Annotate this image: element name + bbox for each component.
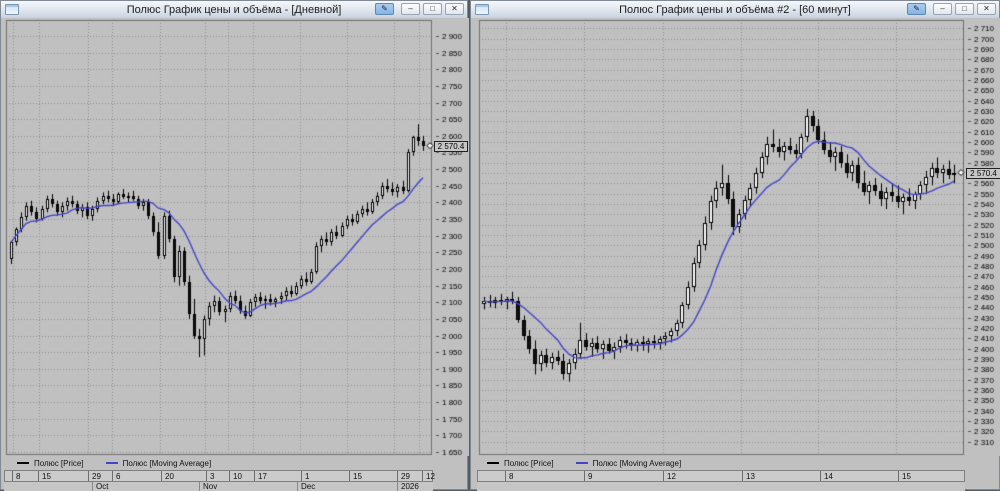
price-series-label: Полюс [Price] (34, 458, 84, 468)
x-tick (38, 471, 39, 481)
chart-area (1, 18, 469, 456)
x-axis-months (477, 482, 965, 491)
x-tick (349, 471, 350, 481)
ma-series-swatch (575, 462, 588, 464)
x-tick-label: 13 (746, 472, 755, 481)
month-tick (297, 482, 298, 491)
x-tick-label: 3 (210, 472, 215, 481)
restore-button[interactable]: □ (423, 3, 442, 15)
x-tick (206, 471, 207, 481)
chart-window-icon (475, 4, 489, 15)
x-tick (88, 471, 89, 481)
price-series-swatch (17, 462, 29, 464)
x-tick (229, 471, 230, 481)
close-icon: ✕ (451, 4, 458, 13)
x-tick-label: 12 (667, 472, 676, 481)
x-tick (112, 471, 113, 481)
x-tick (820, 471, 821, 481)
x-tick-label: 6 (116, 472, 121, 481)
x-tick (663, 471, 664, 481)
ma-series-label: Полюс [Moving Average] (122, 458, 212, 468)
x-tick (898, 471, 899, 481)
x-tick (422, 471, 423, 481)
x-tick-label: 12 (426, 472, 435, 481)
x-tick-label: 29 (92, 472, 101, 481)
x-tick (742, 471, 743, 481)
restore-icon: □ (430, 4, 435, 13)
x-tick (397, 471, 398, 481)
x-axis-days[interactable]: 8 15 29 6 20 3 10 17 1 15 29 12 (4, 470, 435, 482)
x-tick (12, 471, 13, 481)
minimize-icon: – (940, 4, 945, 13)
chart-window-icon (5, 4, 19, 15)
x-tick-label: 15 (42, 472, 51, 481)
close-button[interactable]: ✕ (977, 3, 996, 15)
ma-series-swatch (105, 462, 118, 464)
month-tick (199, 482, 200, 491)
price-chart-canvas[interactable] (1, 18, 469, 456)
legend: Полюс [Price] Полюс [Moving Average] (1, 456, 467, 470)
restore-icon: □ (962, 4, 967, 13)
x-tick (254, 471, 255, 481)
x-tick-label: 10 (233, 472, 242, 481)
month-label: 2026 (401, 482, 419, 491)
x-tick-label: 8 (16, 472, 21, 481)
minimize-button[interactable]: – (401, 3, 420, 15)
price-chart-canvas[interactable] (471, 18, 1000, 456)
window-title: Полюс График цены и объёма - [Дневной] (126, 3, 342, 16)
current-price-box: 2 570.4 (966, 168, 1000, 179)
minimize-icon: – (408, 4, 413, 13)
month-label: Nov (203, 482, 218, 491)
x-tick (161, 471, 162, 481)
restore-button[interactable]: □ (955, 3, 974, 15)
pencil-icon: ✎ (381, 4, 388, 13)
minimize-button[interactable]: – (933, 3, 952, 15)
price-series-label: Полюс [Price] (504, 458, 554, 468)
chart-edit-tool-button[interactable]: ✎ (375, 3, 394, 15)
x-tick-label: 20 (165, 472, 174, 481)
month-label: Oct (96, 482, 109, 491)
x-axis-months: Oct Nov Dec 2026 (4, 482, 433, 491)
month-tick (92, 482, 93, 491)
chart-area (471, 18, 1000, 456)
x-tick-label: 29 (401, 472, 410, 481)
current-price-box: 2 570.4 (434, 141, 468, 152)
x-tick-label: 9 (588, 472, 593, 481)
x-axis-days[interactable]: 8 9 12 13 14 15 (477, 470, 965, 482)
x-tick-label: 17 (258, 472, 267, 481)
x-tick-label: 15 (353, 472, 362, 481)
month-tick (397, 482, 398, 491)
x-tick-label: 14 (824, 472, 833, 481)
x-tick (584, 471, 585, 481)
window-title: Полюс График цены и объёма #2 - [60 мину… (619, 3, 851, 16)
titlebar[interactable]: Полюс График цены и объёма #2 - [60 мину… (471, 1, 999, 19)
legend: Полюс [Price] Полюс [Moving Average] (471, 456, 999, 470)
x-tick (301, 471, 302, 481)
x-tick-label: 1 (305, 472, 310, 481)
close-button[interactable]: ✕ (445, 3, 464, 15)
chart-window-daily: Полюс График цены и объёма - [Дневной] ✎… (0, 0, 469, 491)
price-series-swatch (487, 462, 499, 464)
month-label: Dec (301, 482, 316, 491)
ma-series-label: Полюс [Moving Average] (592, 458, 682, 468)
x-tick-label: 8 (509, 472, 514, 481)
x-tick (505, 471, 506, 481)
close-icon: ✕ (983, 4, 990, 13)
chart-edit-tool-button[interactable]: ✎ (907, 3, 926, 15)
x-tick-label: 15 (902, 472, 911, 481)
chart-window-hourly: Полюс График цены и объёма #2 - [60 мину… (470, 0, 1000, 491)
titlebar[interactable]: Полюс График цены и объёма - [Дневной] ✎… (1, 1, 467, 19)
pencil-icon: ✎ (913, 4, 920, 13)
